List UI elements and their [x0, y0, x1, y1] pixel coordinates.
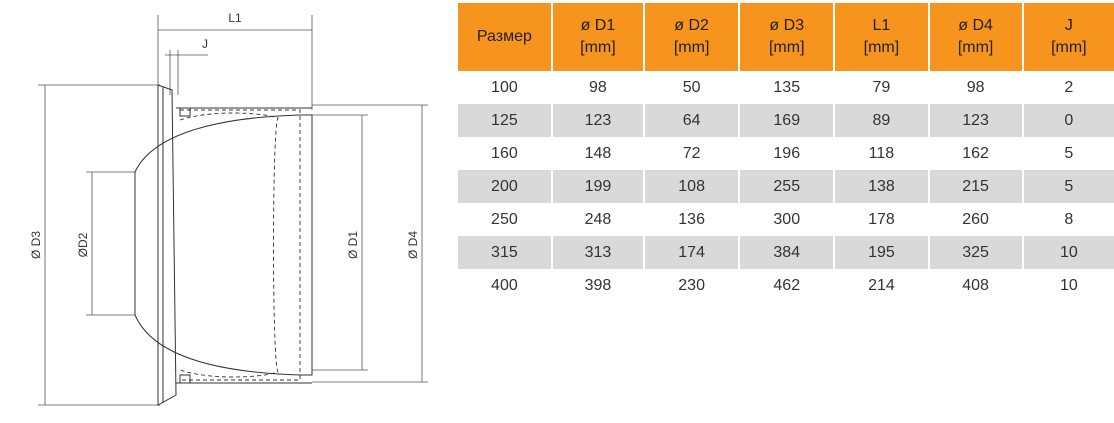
table-row: 100 98 50 135 79 98 2: [458, 71, 1114, 104]
table-cell: 98: [550, 71, 645, 104]
table-cell: 64: [643, 104, 740, 137]
table-cell: 178: [833, 203, 929, 236]
table-cell: 5: [1021, 170, 1114, 203]
table-cell: 123: [550, 104, 645, 137]
table-cell: 125: [458, 104, 552, 137]
table-cell: 300: [738, 203, 835, 236]
header-cell: ø D3 [mm]: [738, 3, 835, 71]
header-name: ø D4: [958, 17, 993, 34]
header-name: J: [1064, 17, 1073, 34]
header-cell: Размер: [458, 3, 552, 71]
table-cell: 248: [550, 203, 645, 236]
header-unit: [mm]: [768, 39, 805, 56]
table-body: 100 98 50 135 79 98 2 125 123 64 169 89 123 0 160 148 72…: [458, 71, 1114, 302]
table-cell: 398: [550, 269, 645, 302]
table-cell: 255: [738, 170, 835, 203]
table-cell: 195: [833, 236, 929, 269]
table-cell: 2: [1021, 71, 1114, 104]
table-cell: 148: [550, 137, 645, 170]
table-cell: 72: [643, 137, 740, 170]
table-cell: 0: [1021, 104, 1114, 137]
table-cell: 215: [927, 170, 1023, 203]
header-unit: [mm]: [863, 39, 900, 56]
table-cell: 408: [927, 269, 1023, 302]
table-cell: 162: [927, 137, 1023, 170]
table-cell: 89: [833, 104, 929, 137]
technical-drawing: L1 J Ø D3 ØD2 Ø D1 Ø D4: [29, 11, 428, 406]
header-unit: [mm]: [1051, 39, 1087, 56]
label-d3: Ø D3: [29, 231, 43, 259]
table-cell: 79: [833, 71, 929, 104]
table-cell: 50: [643, 71, 740, 104]
header-cell: L1 [mm]: [833, 3, 929, 71]
table-cell: 174: [643, 236, 740, 269]
table-cell: 160: [491, 144, 518, 162]
table-row: 250 248 136 300 178 260 8: [458, 203, 1114, 236]
table-cell: 260: [927, 203, 1023, 236]
table-cell: 108: [643, 170, 740, 203]
header-cell: ø D1 [mm]: [550, 3, 645, 71]
table-cell: 196: [738, 137, 835, 170]
table-cell: 138: [833, 170, 929, 203]
table-cell: 313: [550, 236, 645, 269]
table-cell: 118: [833, 137, 929, 170]
table-cell: 400: [491, 276, 518, 294]
label-d2: ØD2: [76, 232, 90, 257]
header-name: ø D3: [769, 17, 805, 34]
table-cell: 384: [738, 236, 835, 269]
header-cell: J [mm]: [1021, 3, 1114, 71]
table-cell: 8: [1021, 203, 1114, 236]
table-row: 400 398 230 462 214 408 10: [458, 269, 1114, 302]
header-name: L1: [872, 17, 891, 34]
table-cell: 10: [1021, 236, 1114, 269]
header-unit: [mm]: [957, 39, 994, 56]
table-cell: 214: [833, 269, 929, 302]
header-name: ø D1: [580, 17, 616, 34]
label-d4: Ø D4: [406, 231, 420, 259]
header-name: ø D2: [674, 17, 709, 34]
table-cell: 315: [458, 236, 552, 269]
label-d1: Ø D1: [346, 231, 360, 259]
table-row: 160 148 72 196 118 162 5: [458, 137, 1114, 170]
table-cell: 200: [458, 170, 552, 203]
label-l1: L1: [228, 11, 242, 25]
table-cell: 135: [738, 71, 835, 104]
dimensions-table: Размер ø D1 [mm] ø D2 [mm] ø D3 [mm] L1 [mm] ø D4…: [458, 3, 1114, 302]
label-j: J: [202, 37, 208, 51]
table-row: 200 199 108 255 138 215 5: [458, 170, 1114, 203]
header-unit: [mm]: [580, 39, 616, 56]
table-cell: 136: [643, 203, 740, 236]
table-cell: 100: [491, 78, 518, 96]
table-cell: 169: [738, 104, 835, 137]
table-cell: 123: [927, 104, 1023, 137]
table-row: 125 123 64 169 89 123 0: [458, 104, 1114, 137]
header-name: Размер: [476, 28, 532, 45]
table-cell: 250: [491, 210, 518, 228]
header-row: Размер ø D1 [mm] ø D2 [mm] ø D3 [mm] L1 [mm] ø D4…: [458, 3, 1114, 71]
header-cell: ø D2 [mm]: [643, 3, 740, 71]
header-cell: ø D4 [mm]: [927, 3, 1023, 71]
table-cell: 10: [1021, 269, 1114, 302]
table-cell: 98: [927, 71, 1023, 104]
table-cell: 199: [550, 170, 645, 203]
table-cell: 462: [738, 269, 835, 302]
header-unit: [mm]: [673, 39, 710, 56]
table-row: 315 313 174 384 195 325 10: [458, 236, 1114, 269]
table-cell: 5: [1021, 137, 1114, 170]
table-cell: 230: [643, 269, 740, 302]
table-cell: 325: [927, 236, 1023, 269]
